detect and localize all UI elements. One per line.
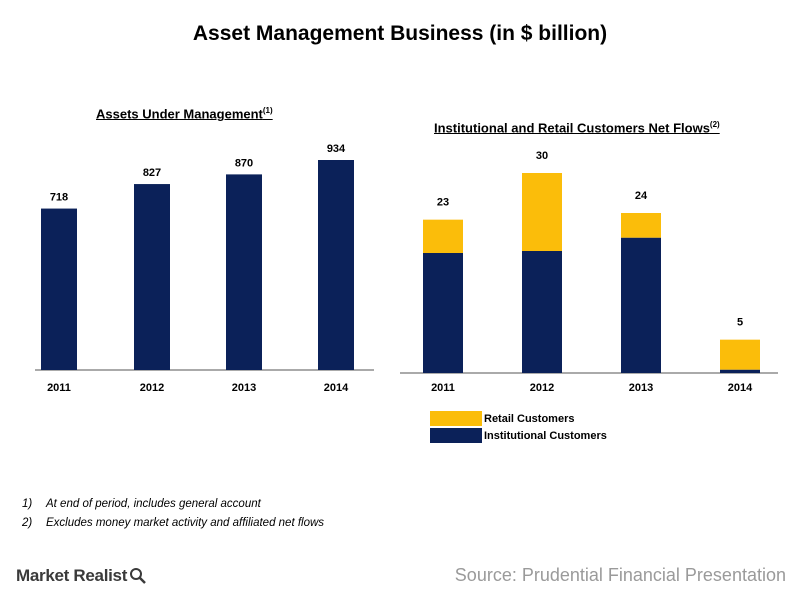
aum-title-text: Assets Under Management: [96, 106, 263, 122]
aum-title-note: (1): [262, 106, 273, 115]
flows-legend: Retail Customers Institutional Customers: [430, 410, 607, 444]
aum-bar-2013: [226, 174, 262, 370]
aum-value-label-2013: 870: [235, 157, 253, 169]
flows-institutional-bar-2012: [522, 251, 562, 373]
aum-value-label-2012: 827: [143, 167, 161, 179]
aum-x-tick-2013: 2013: [232, 382, 256, 394]
legend-label-institutional: Institutional Customers: [484, 429, 607, 442]
aum-chart-title: Assets Under Management(1): [96, 106, 273, 121]
flows-title-note: (2): [709, 120, 720, 129]
brand-name: Market Realist: [16, 566, 128, 585]
brand-logo: Market Realist: [16, 566, 147, 586]
legend-label-retail: Retail Customers: [484, 412, 575, 425]
flows-retail-bar-2014: [720, 339, 760, 370]
flows-x-tick-2011: 2011: [431, 382, 455, 394]
footnote-1-text: At end of period, includes general accou…: [46, 498, 261, 510]
aum-x-tick-2011: 2011: [47, 382, 71, 394]
flows-total-label-2014: 5: [737, 317, 743, 329]
flows-total-label-2012: 30: [536, 150, 548, 162]
footnote-1-number: 1): [22, 498, 33, 510]
flows-title-text: Institutional and Retail Customers Net F…: [434, 120, 710, 136]
flows-institutional-bar-2014: [720, 369, 760, 373]
legend-swatch-retail: [430, 411, 482, 426]
flows-retail-bar-2011: [423, 219, 463, 253]
aum-bar-2011: [41, 208, 77, 370]
footnote-2: 2) Excludes money market activity and af…: [22, 517, 324, 536]
footnotes: 1) At end of period, includes general ac…: [22, 498, 324, 536]
aum-value-label-2011: 718: [50, 192, 68, 204]
flows-chart-title: Institutional and Retail Customers Net F…: [434, 120, 720, 135]
legend-item-retail: Retail Customers: [430, 410, 607, 427]
aum-bar-2012: [134, 184, 170, 370]
flows-x-tick-2014: 2014: [728, 382, 753, 394]
footnote-2-text: Excludes money market activity and affil…: [46, 517, 325, 529]
flows-institutional-bar-2013: [621, 237, 661, 373]
flows-x-tick-2013: 2013: [629, 382, 653, 394]
footnote-2-number: 2): [22, 517, 33, 529]
footnote-1: 1) At end of period, includes general ac…: [22, 498, 324, 517]
source-credit: Source: Prudential Financial Presentatio…: [454, 565, 786, 585]
aum-x-tick-2014: 2014: [324, 382, 349, 394]
aum-bar-2014: [318, 160, 354, 370]
flows-total-label-2011: 23: [437, 197, 449, 209]
magnifier-icon: [130, 568, 146, 584]
aum-x-tick-2012: 2012: [140, 382, 164, 394]
page-title: Asset Management Business (in $ billion): [192, 22, 608, 45]
flows-retail-bar-2013: [621, 213, 661, 238]
flows-x-tick-2012: 2012: [530, 382, 554, 394]
aum-value-label-2014: 934: [327, 143, 346, 155]
legend-item-institutional: Institutional Customers: [430, 427, 607, 444]
flows-total-label-2013: 24: [635, 190, 648, 202]
flows-retail-bar-2012: [522, 173, 562, 251]
flows-institutional-bar-2011: [423, 253, 463, 373]
legend-swatch-institutional: [430, 428, 482, 443]
